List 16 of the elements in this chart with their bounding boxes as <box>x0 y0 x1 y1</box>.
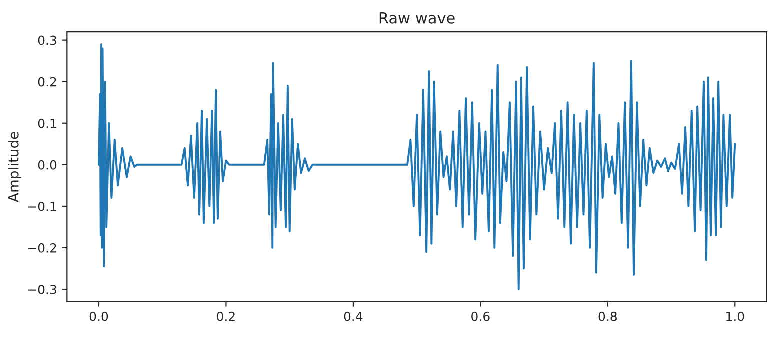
x-tick-label: 0.2 <box>217 312 235 322</box>
x-tick-label: 0.8 <box>598 312 617 322</box>
x-tick-label: 1.0 <box>726 312 744 322</box>
y-tick-label: 0.0 <box>38 160 57 170</box>
x-tick-label: 0.0 <box>90 312 108 322</box>
y-tick-label: 0.3 <box>38 36 56 46</box>
y-tick-label: −0.3 <box>28 284 56 294</box>
line-series <box>98 44 736 290</box>
y-axis-title: Amplitude <box>8 132 22 202</box>
y-tick-label: −0.1 <box>28 202 56 212</box>
y-tick-label: 0.1 <box>38 118 56 128</box>
x-tick-label: 0.4 <box>344 312 363 322</box>
chart-title: Raw wave <box>380 12 455 24</box>
y-tick-label: 0.2 <box>38 77 56 87</box>
x-tick-label: 0.6 <box>472 312 490 322</box>
y-tick-label: −0.2 <box>28 243 56 253</box>
